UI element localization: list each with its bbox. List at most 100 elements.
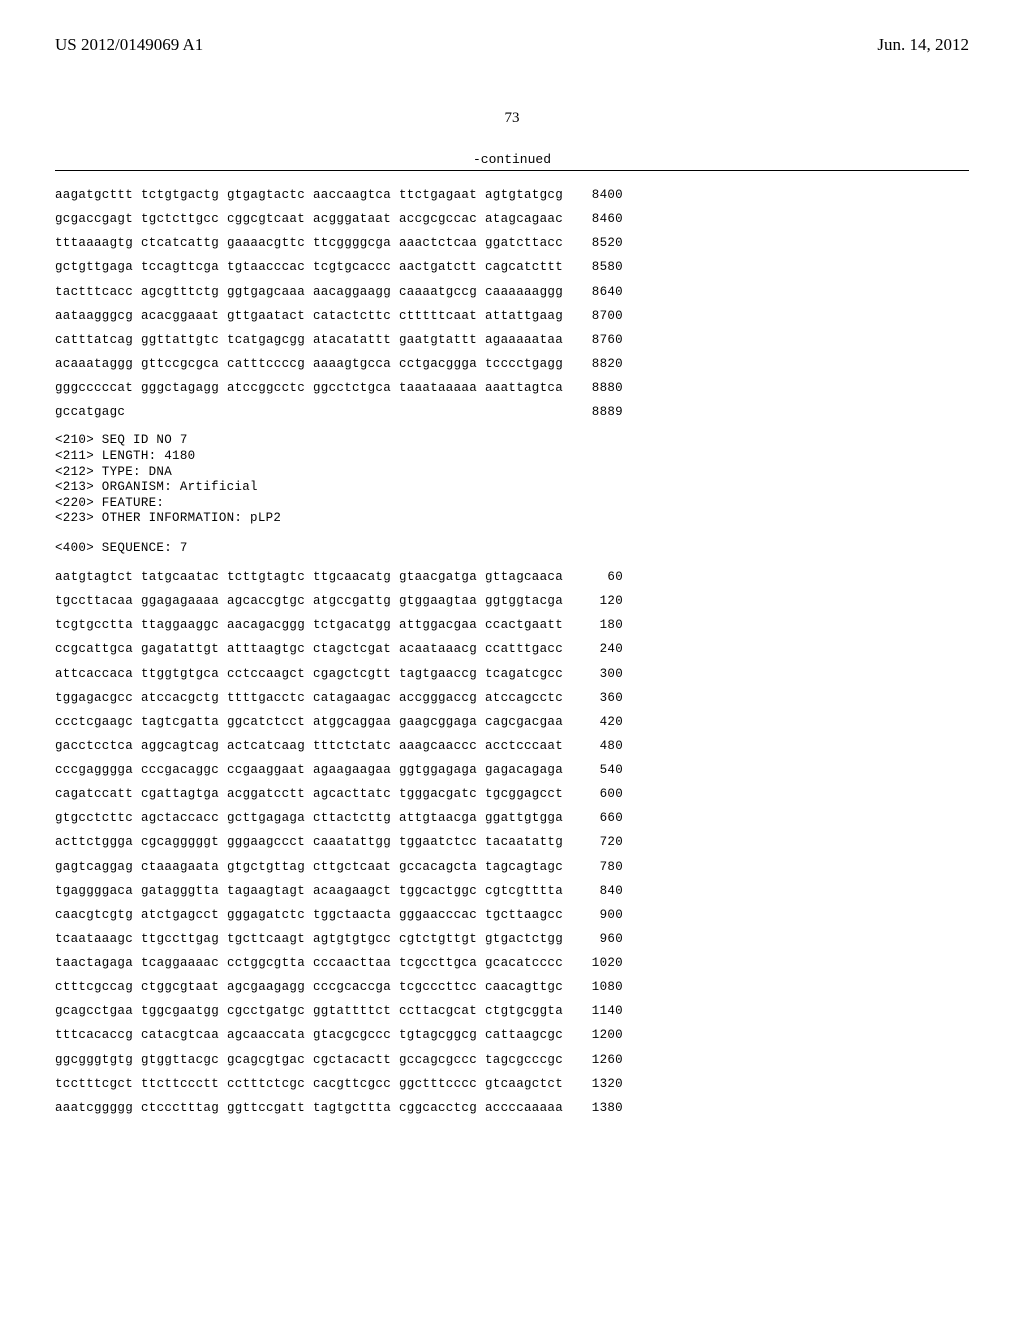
- position-number: 840: [583, 885, 623, 898]
- codon-group: atccagcctc: [485, 692, 563, 705]
- codon-group: tagtgaaccg: [399, 668, 477, 681]
- codon-group: ggctttcccc: [399, 1078, 477, 1091]
- codon-group: gagtcaggag: [55, 861, 133, 874]
- sequence-row: tttaaaagtgctcatcattggaaaacgttcttcggggcga…: [55, 237, 969, 250]
- codon-group: cccgagggga: [55, 764, 133, 777]
- codon-group: accccaaaaa: [485, 1102, 563, 1115]
- codon-group: gcgaccgagt: [55, 213, 133, 226]
- position-number: 8820: [583, 358, 623, 371]
- codon-group: agcgtttctg: [141, 286, 219, 299]
- position-number: 1020: [583, 957, 623, 970]
- codon-group: tcccctgagg: [485, 358, 563, 371]
- codon-group: ggttattgtc: [141, 334, 219, 347]
- codon-group: gagacagaga: [485, 764, 563, 777]
- sequence-row: ccgcattgcagagatattgtatttaagtgcctagctcgat…: [55, 643, 969, 656]
- sequence-row: cagatccattcgattagtgaacggatccttagcacttatc…: [55, 788, 969, 801]
- codon-group: cggcgtcaat: [227, 213, 305, 226]
- codon-group: ccgcattgca: [55, 643, 133, 656]
- position-number: 8520: [583, 237, 623, 250]
- codon-group: ggagagaaaa: [141, 595, 219, 608]
- publication-number: US 2012/0149069 A1: [55, 35, 203, 55]
- codon-group: gggctagagg: [141, 382, 219, 395]
- codon-group: gcagcctgaa: [55, 1005, 133, 1018]
- codon-group: gacctcctca: [55, 740, 133, 753]
- position-number: 8700: [583, 310, 623, 323]
- codon-group: gtgactctgg: [485, 933, 563, 946]
- sequence-row: gggcccccatgggctagaggatccggcctcggcctctgca…: [55, 382, 969, 395]
- codon-group: ctttcgccag: [55, 981, 133, 994]
- codon-group: ccttacgcat: [399, 1005, 477, 1018]
- codon-group: tttcacaccg: [55, 1029, 133, 1042]
- codon-group: cccgacaggc: [141, 764, 219, 777]
- codon-group: attgtaacga: [399, 812, 477, 825]
- codon-group: gaatgtattt: [399, 334, 477, 347]
- position-number: 1140: [583, 1005, 623, 1018]
- codon-group: agtgtgtgcc: [313, 933, 391, 946]
- codon-group: ggattgtgga: [485, 812, 563, 825]
- codon-group: tctgtgactg: [141, 189, 219, 202]
- codon-group: ttggtgtgca: [141, 668, 219, 681]
- position-number: 240: [583, 643, 623, 656]
- codon-group: acaaataggg: [55, 358, 133, 371]
- codon-group: tatgcaatac: [141, 571, 219, 584]
- codon-group: cctgacggga: [399, 358, 477, 371]
- codon-group: gggcccccat: [55, 382, 133, 395]
- sequence-row: gagtcaggagctaaagaatagtgctgttagcttgctcaat…: [55, 861, 969, 874]
- codon-group: ggtattttct: [313, 1005, 391, 1018]
- codon-group: aaaagtgcca: [313, 358, 391, 371]
- codon-group: aaagcaaccc: [399, 740, 477, 753]
- position-number: 900: [583, 909, 623, 922]
- codon-group: atgccgattg: [313, 595, 391, 608]
- codon-group: aatgtagtct: [55, 571, 133, 584]
- codon-group: gtacgcgccc: [313, 1029, 391, 1042]
- codon-group: tgctcttgcc: [141, 213, 219, 226]
- codon-group: acaataaacg: [399, 643, 477, 656]
- codon-group: aacaggaagg: [313, 286, 391, 299]
- sequence-row: gtgcctcttcagctaccaccgcttgagagacttactcttg…: [55, 812, 969, 825]
- codon-group: catttatcag: [55, 334, 133, 347]
- codon-group: ttgccttgag: [141, 933, 219, 946]
- codon-group: agtgtatgcg: [485, 189, 563, 202]
- sequence-block-2: aatgtagtcttatgcaatactcttgtagtcttgcaacatg…: [55, 571, 969, 1115]
- codon-group: atccacgctg: [141, 692, 219, 705]
- sequence-row: tcctttcgctttcttcccttcctttctcgccacgttcgcc…: [55, 1078, 969, 1091]
- codon-group: atacatattt: [313, 334, 391, 347]
- position-number: 180: [583, 619, 623, 632]
- codon-group: cccgcaccga: [313, 981, 391, 994]
- position-number: 8580: [583, 261, 623, 274]
- codon-group: [141, 406, 219, 419]
- continued-label: -continued: [55, 152, 969, 167]
- position-number: 8640: [583, 286, 623, 299]
- codon-group: cgctacactt: [313, 1054, 391, 1067]
- sequence-row: ctttcgccagctggcgtaatagcgaagaggcccgcaccga…: [55, 981, 969, 994]
- sequence-row: tttcacaccgcatacgtcaaagcaaccatagtacgcgccc…: [55, 1029, 969, 1042]
- codon-group: accgggaccg: [399, 692, 477, 705]
- codon-group: caaatattgg: [313, 836, 391, 849]
- codon-group: tttaaaagtg: [55, 237, 133, 250]
- codon-group: catttccccg: [227, 358, 305, 371]
- sequence-row: gcgaccgagttgctcttgcccggcgtcaatacgggataat…: [55, 213, 969, 226]
- codon-group: tgcttaagcc: [485, 909, 563, 922]
- codon-group: tggagacgcc: [55, 692, 133, 705]
- codon-group: acaagaagct: [313, 885, 391, 898]
- codon-group: ggtggtacga: [485, 595, 563, 608]
- codon-group: atccggcctc: [227, 382, 305, 395]
- codon-group: ggcatctcct: [227, 716, 305, 729]
- sequence-row: attcaccacattggtgtgcacctccaagctcgagctcgtt…: [55, 668, 969, 681]
- codon-group: agaagaagaa: [313, 764, 391, 777]
- codon-group: gtgcctcttc: [55, 812, 133, 825]
- codon-group: cgtcgtttta: [485, 885, 563, 898]
- codon-group: gtgagtactc: [227, 189, 305, 202]
- position-number: 300: [583, 668, 623, 681]
- codon-group: [227, 406, 305, 419]
- codon-group: agcaccgtgc: [227, 595, 305, 608]
- codon-group: tggaatctcc: [399, 836, 477, 849]
- codon-group: catactcttc: [313, 310, 391, 323]
- codon-group: gagatattgt: [141, 643, 219, 656]
- codon-group: ttgcaacatg: [313, 571, 391, 584]
- page-header: US 2012/0149069 A1 Jun. 14, 2012: [55, 35, 969, 55]
- codon-group: taaataaaaa: [399, 382, 477, 395]
- codon-group: tagcagtagc: [485, 861, 563, 874]
- sequence-row: tgaggggacagatagggttatagaagtagtacaagaagct…: [55, 885, 969, 898]
- position-number: 720: [583, 836, 623, 849]
